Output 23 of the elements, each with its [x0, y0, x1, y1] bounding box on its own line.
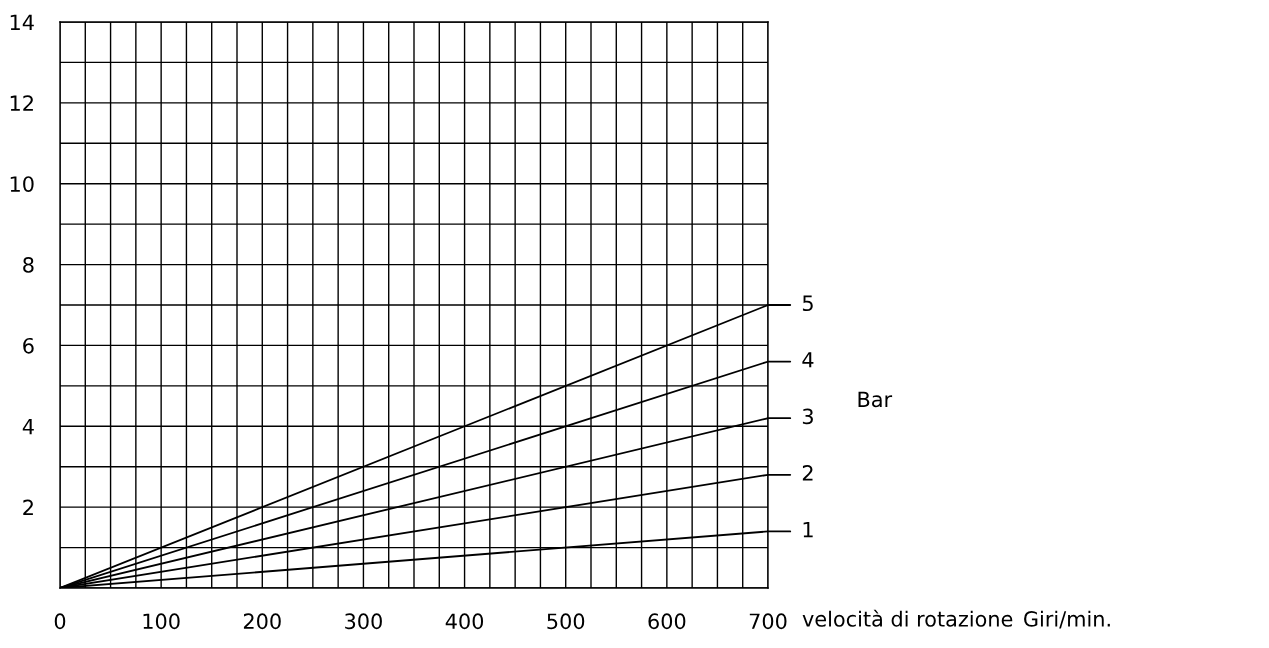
y-tick-label: 14 [10, 14, 34, 30]
y-tick-label: 2 [23, 499, 33, 516]
legend-label: 1 [803, 521, 813, 538]
legend-label: 5 [802, 295, 813, 312]
y-tick-label: 4 [22, 419, 34, 435]
y-tick-label: 12 [10, 95, 33, 111]
x-tick-label: 600 [648, 613, 686, 630]
legend-label: 2 [802, 465, 813, 481]
legend-label: 3 [802, 408, 813, 425]
x-tick-label: 700 [749, 613, 787, 630]
x-tick-label: 300 [345, 613, 382, 630]
x-tick-label: 0 [54, 613, 66, 630]
x-tick-label: 500 [547, 613, 585, 630]
text: Giri/min. [1024, 610, 1110, 629]
x-tick-label: 100 [143, 613, 180, 630]
legend-label: 4 [802, 352, 814, 368]
legend-title: Bar [858, 391, 893, 408]
x-tick-label: 200 [243, 613, 281, 630]
y-tick-label: 6 [23, 337, 34, 354]
y-tick-label: 10 [10, 176, 34, 192]
y-tick-label: 8 [23, 257, 34, 273]
x-axis-title: velocità di rotazione [802, 609, 1013, 627]
x-tick-label: 400 [445, 613, 484, 630]
